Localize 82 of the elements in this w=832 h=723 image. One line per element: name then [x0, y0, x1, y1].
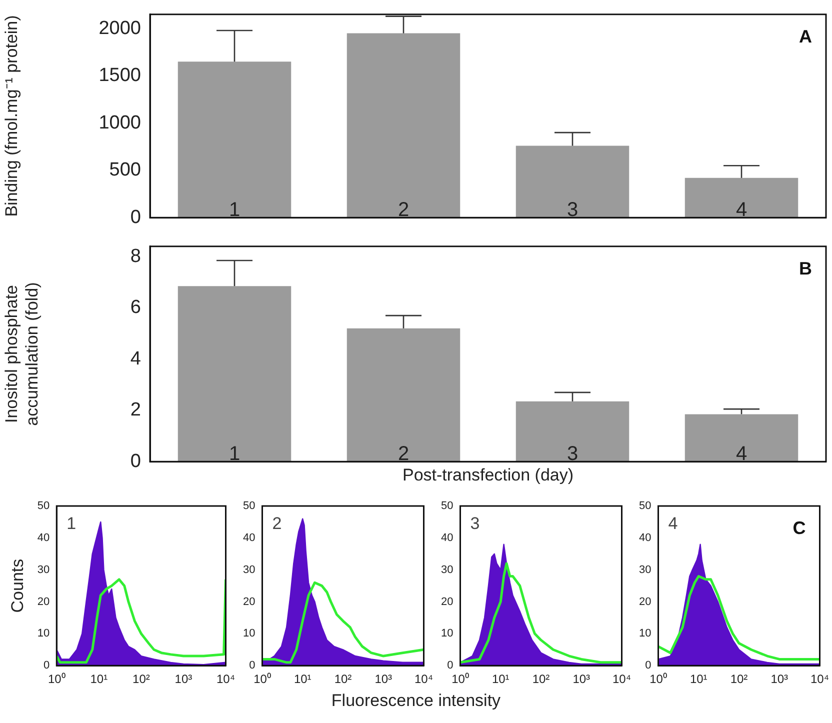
y-axis-title: Counts — [8, 558, 27, 613]
y-tick-label: 30 — [242, 564, 256, 576]
annotation: A — [799, 26, 812, 46]
bar — [178, 286, 292, 462]
y-tick-label: 1000 — [98, 112, 141, 134]
x-tick-label: 4 — [736, 199, 748, 222]
y-tick-label: 10 — [37, 628, 50, 640]
y-tick-label: 20 — [638, 596, 652, 608]
bar — [346, 33, 460, 218]
annotation: C — [792, 518, 806, 538]
x-tick-label: 10² — [334, 672, 352, 686]
y-tick-label: 20 — [37, 596, 50, 608]
x-tick-label: 3 — [566, 443, 578, 466]
y-tick-label: 0 — [130, 206, 141, 228]
x-tick-label: 10² — [532, 672, 550, 686]
x-tick-label: 10⁰ — [650, 672, 667, 686]
y-tick-label: 50 — [37, 500, 50, 512]
x-tick-label: 1 — [228, 443, 240, 466]
x-tick-label: 10⁰ — [254, 672, 271, 686]
x-tick-label: 3 — [566, 199, 578, 222]
y-tick-label: 6 — [130, 297, 141, 318]
annotation: 1 — [66, 514, 76, 534]
y-tick-label: 0 — [645, 660, 652, 672]
x-tick-label: 10⁰ — [48, 672, 66, 686]
y-tick-label: 0 — [130, 450, 141, 472]
x-tick-label: 10¹ — [294, 672, 312, 686]
y-tick-label: 4 — [130, 348, 142, 370]
annotation: 3 — [470, 514, 480, 534]
y-tick-label: 40 — [242, 532, 256, 544]
x-tick-label: 4 — [736, 443, 748, 466]
x-tick-label: 10⁴ — [810, 672, 830, 686]
y-tick-label: 30 — [37, 564, 50, 576]
y-tick-label: 40 — [440, 532, 454, 544]
y-tick-label: 50 — [638, 500, 652, 512]
y-tick-label: 2 — [130, 400, 141, 421]
y-tick-label: 40 — [37, 532, 50, 544]
x-axis-title: Post-transfection (day) — [402, 465, 574, 484]
y-tick-label: 500 — [109, 160, 141, 181]
bar — [684, 178, 798, 218]
annotation: 2 — [272, 514, 282, 534]
x-tick-label: 10¹ — [90, 672, 108, 686]
x-tick-label: 10⁰ — [452, 672, 469, 686]
bar — [178, 62, 292, 218]
x-tick-label: 10² — [730, 672, 748, 686]
y-tick-label: 0 — [44, 660, 50, 672]
y-tick-label: 30 — [638, 564, 652, 576]
bar — [346, 328, 460, 462]
annotation: 4 — [668, 514, 678, 534]
x-tick-label: 2 — [398, 199, 410, 222]
y-tick-label: 50 — [440, 500, 454, 512]
x-tick-label: 10³ — [374, 672, 392, 686]
y-tick-label: 10 — [638, 628, 652, 640]
y-tick-label: 10 — [242, 628, 256, 640]
y-axis-title: Inositol phosphate accumulation (fold) — [2, 282, 42, 426]
y-tick-label: 0 — [249, 660, 256, 672]
y-tick-label: 50 — [242, 500, 256, 512]
bar — [684, 414, 798, 462]
y-axis-title: Binding (fmol.mg⁻¹ protein) — [2, 15, 21, 217]
x-tick-label: 10³ — [572, 672, 590, 686]
x-tick-label: 10¹ — [690, 672, 708, 686]
x-tick-label: 10⁴ — [216, 672, 236, 686]
x-tick-label: 10⁴ — [414, 672, 434, 686]
annotation: B — [799, 258, 812, 278]
x-tick-label: 10³ — [174, 672, 192, 686]
bar — [516, 146, 630, 218]
y-tick-label: 2000 — [98, 18, 141, 39]
bar — [516, 401, 630, 462]
y-tick-label: 1500 — [98, 65, 141, 86]
x-axis-title: Fluorescence intensity — [330, 690, 502, 712]
y-tick-label: 0 — [447, 660, 454, 672]
x-tick-label: 10⁴ — [612, 672, 632, 686]
y-tick-label: 8 — [130, 246, 141, 267]
y-tick-label: 10 — [440, 628, 454, 640]
x-tick-label: 10¹ — [492, 672, 510, 686]
x-tick-label: 1 — [228, 199, 240, 222]
x-tick-label: 2 — [398, 443, 410, 466]
y-tick-label: 30 — [440, 564, 454, 576]
y-tick-label: 40 — [638, 532, 652, 544]
x-tick-label: 10³ — [770, 672, 788, 686]
y-tick-label: 20 — [440, 596, 454, 608]
y-tick-label: 20 — [242, 596, 256, 608]
x-tick-label: 10² — [132, 672, 150, 686]
